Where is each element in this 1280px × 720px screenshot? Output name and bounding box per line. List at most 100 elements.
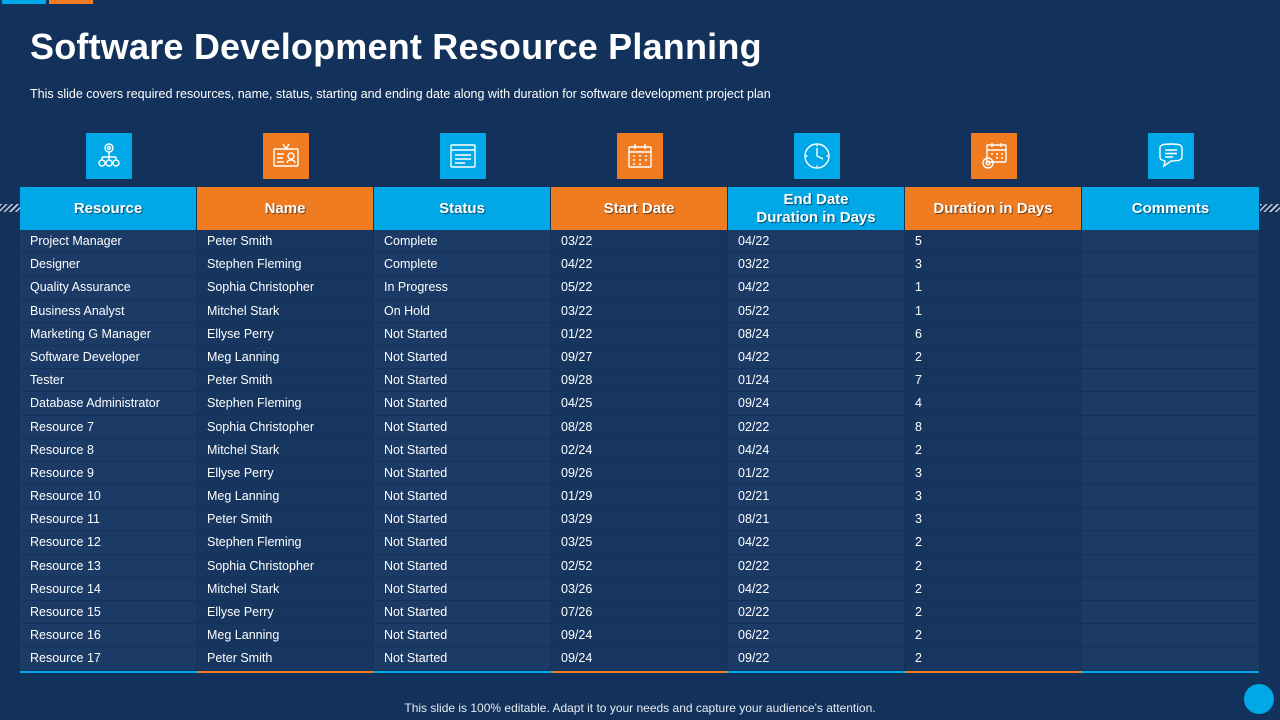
cell-name: Mitchel Stark [197,438,374,462]
cell-status: Not Started [374,647,551,671]
cell-start-date: 08/28 [551,415,728,439]
cell-duration: 1 [905,299,1082,323]
cell-start-date: 04/25 [551,392,728,416]
cell-duration: 3 [905,508,1082,532]
cell-start-date: 03/25 [551,531,728,555]
cell-name: Peter Smith [197,508,374,532]
cell-start-date: 09/24 [551,647,728,671]
accent-bar-orange [49,0,93,4]
cell-status: Not Started [374,554,551,578]
table-row: Resource 14 Mitchel Stark Not Started 03/26… [20,577,1260,601]
cell-resource: Resource 7 [20,415,197,439]
cell-resource: Project Manager [20,230,197,254]
table-row: Resource 15 Ellyse Perry Not Started 07/26 0… [20,601,1260,625]
cell-comments [1082,299,1259,323]
cell-comments [1082,508,1259,532]
cell-name: Peter Smith [197,647,374,671]
cell-name: Peter Smith [197,369,374,393]
cell-name: Ellyse Perry [197,322,374,346]
cell-duration: 8 [905,415,1082,439]
cell-comments [1082,345,1259,370]
cell-end-date: 04/22 [728,276,905,300]
cell-end-date: 03/22 [728,253,905,277]
cell-status: Complete [374,230,551,254]
cell-resource: Resource 12 [20,531,197,555]
table-bottom-line [20,670,1260,673]
cell-name: Meg Lanning [197,624,374,648]
cell-comments [1082,392,1259,416]
cell-name: Meg Lanning [197,485,374,509]
cell-end-date: 09/22 [728,647,905,671]
column-icons [20,133,1260,179]
cell-name: Mitchel Stark [197,577,374,601]
cell-duration: 2 [905,624,1082,648]
cell-status: Not Started [374,601,551,625]
cell-start-date: 01/29 [551,485,728,509]
cell-resource: Database Administrator [20,392,197,416]
cell-status: Not Started [374,531,551,555]
cell-comments [1082,485,1259,509]
cell-end-date: 02/22 [728,601,905,625]
table-row: Resource 16 Meg Lanning Not Started 09/24 06… [20,624,1260,648]
resource-table: Resource Name Status Start Date End Date… [20,187,1260,673]
cell-resource: Resource 10 [20,485,197,509]
cell-start-date: 03/29 [551,508,728,532]
cell-duration: 3 [905,461,1082,486]
cell-start-date: 02/24 [551,438,728,462]
cell-resource: Resource 13 [20,554,197,578]
table-row: Resource 10 Meg Lanning Not Started 01/29 02… [20,485,1260,509]
cell-resource: Tester [20,369,197,393]
cell-start-date: 09/28 [551,369,728,393]
cell-start-date: 01/22 [551,322,728,346]
cell-start-date: 09/26 [551,461,728,486]
cell-comments [1082,461,1259,486]
cell-status: Not Started [374,392,551,416]
cell-duration: 6 [905,322,1082,346]
cell-name: Peter Smith [197,230,374,254]
cell-resource: Resource 16 [20,624,197,648]
cell-duration: 5 [905,230,1082,254]
cell-name: Sophia Christopher [197,276,374,300]
cell-resource: Resource 17 [20,647,197,671]
page-subtitle: This slide covers required resources, na… [30,87,771,101]
cell-resource: Business Analyst [20,299,197,323]
cell-duration: 2 [905,531,1082,555]
corner-dot [1244,684,1274,714]
cell-duration: 3 [905,253,1082,277]
cell-status: Not Started [374,415,551,439]
table-row: Project Manager Peter Smith Complete 03/22 0… [20,230,1260,254]
cell-status: Not Started [374,461,551,486]
cell-resource: Resource 15 [20,601,197,625]
cell-end-date: 08/21 [728,508,905,532]
cell-end-date: 04/24 [728,438,905,462]
cell-comments [1082,322,1259,346]
cell-name: Ellyse Perry [197,601,374,625]
table-row: Resource 9 Ellyse Perry Not Started 09/26 01… [20,461,1260,486]
cell-duration: 2 [905,647,1082,671]
cell-comments [1082,601,1259,625]
cell-end-date: 09/24 [728,392,905,416]
footer-note: This slide is 100% editable. Adapt it to… [404,701,876,715]
id-card-icon [262,133,309,179]
cell-name: Ellyse Perry [197,461,374,486]
header-duration: Duration in Days [905,187,1082,230]
cell-comments [1082,577,1259,601]
cell-resource: Marketing G Manager [20,322,197,346]
cell-duration: 2 [905,601,1082,625]
cell-comments [1082,415,1259,439]
table-row: Resource 17 Peter Smith Not Started 09/24 09… [20,647,1260,671]
cell-duration: 2 [905,577,1082,601]
cell-duration: 2 [905,345,1082,370]
cell-start-date: 07/26 [551,601,728,625]
cell-resource: Resource 9 [20,461,197,486]
cell-name: Sophia Christopher [197,415,374,439]
cell-comments [1082,624,1259,648]
cell-start-date: 02/52 [551,554,728,578]
table-row: Resource 12 Stephen Fleming Not Started 03/… [20,531,1260,555]
calendar-icon [616,133,663,179]
cell-end-date: 04/22 [728,577,905,601]
cell-start-date: 05/22 [551,276,728,300]
cell-end-date: 02/22 [728,415,905,439]
cell-comments [1082,438,1259,462]
cell-status: Complete [374,253,551,277]
